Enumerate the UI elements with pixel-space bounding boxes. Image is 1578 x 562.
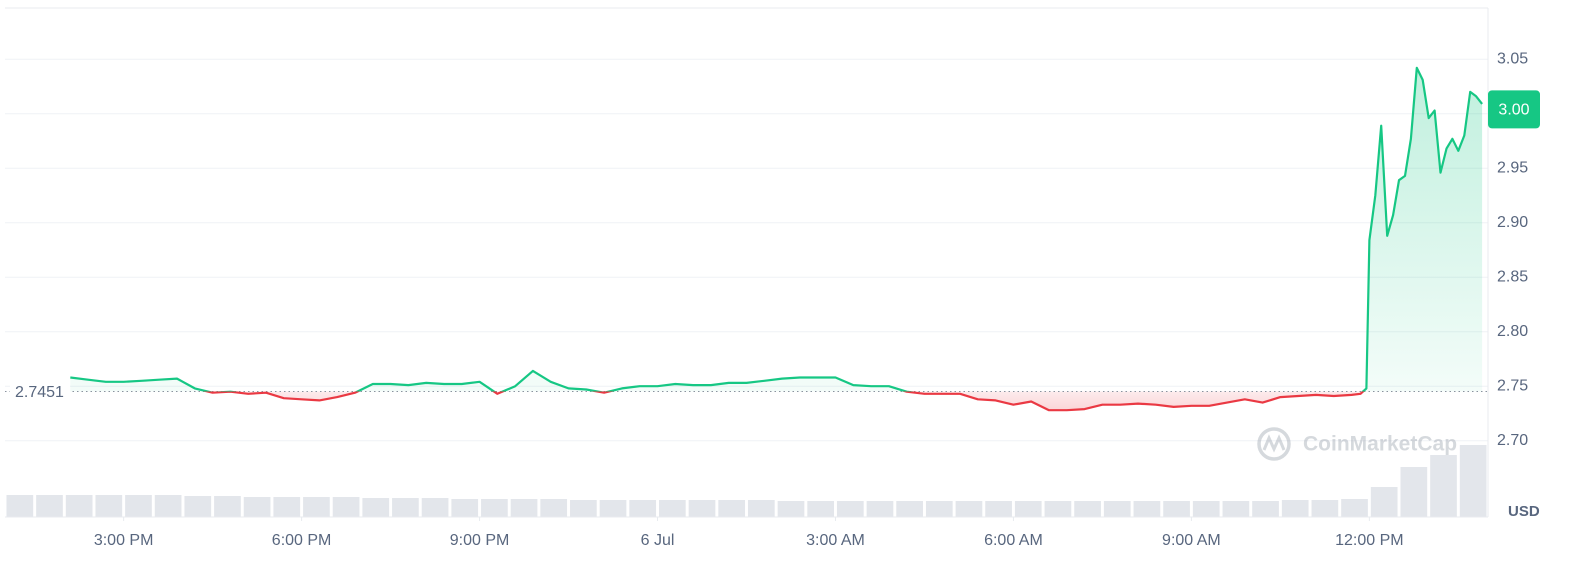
y-tick-label: 2.80 bbox=[1497, 323, 1528, 340]
volume-bar bbox=[985, 501, 1012, 517]
volume-bar bbox=[332, 497, 360, 517]
volume-bar bbox=[896, 501, 923, 517]
y-tick-label: 2.75 bbox=[1497, 377, 1528, 394]
volume-bar bbox=[95, 495, 123, 517]
volume-bar bbox=[1370, 487, 1398, 517]
volume-bar bbox=[1400, 467, 1428, 517]
last-price-label: 3.00 bbox=[1498, 102, 1529, 119]
baseline-label-bg bbox=[10, 380, 70, 403]
volume-bar bbox=[1459, 445, 1487, 517]
volume-bar bbox=[866, 501, 894, 517]
y-tick-label: 2.90 bbox=[1497, 214, 1528, 231]
y-tick-label: 3.05 bbox=[1497, 50, 1528, 67]
volume-bar bbox=[1103, 501, 1131, 517]
x-tick-label: 9:00 AM bbox=[1162, 532, 1221, 549]
volume-bar bbox=[510, 499, 538, 517]
volume-bars bbox=[6, 445, 1487, 517]
y-unit: USD bbox=[1508, 503, 1540, 520]
volume-bar bbox=[6, 495, 34, 517]
volume-bar bbox=[629, 500, 657, 517]
plot bbox=[5, 66, 1488, 412]
x-tick-label: 3:00 PM bbox=[94, 532, 154, 549]
y-tick-label: 2.70 bbox=[1497, 432, 1528, 449]
volume-bar bbox=[747, 500, 775, 517]
volume-bar bbox=[925, 501, 953, 517]
x-tick-label: 12:00 PM bbox=[1335, 532, 1403, 549]
last-price-tag bbox=[1488, 90, 1540, 129]
volume-bar bbox=[836, 501, 864, 517]
watermark-text: CoinMarketCap bbox=[1303, 433, 1457, 456]
volume-bar bbox=[362, 498, 390, 517]
x-tick-label: 6:00 PM bbox=[272, 532, 332, 549]
volume-bar bbox=[570, 500, 597, 517]
volume-bar bbox=[125, 495, 152, 517]
baseline-label: 2.7451 bbox=[15, 384, 64, 401]
volume-bar bbox=[1192, 501, 1220, 517]
volume-bar bbox=[1074, 501, 1101, 517]
volume-bar bbox=[273, 497, 301, 517]
volume-bar bbox=[599, 500, 627, 517]
price-area bbox=[70, 67, 1483, 411]
volume-bar bbox=[392, 498, 419, 517]
volume-bar bbox=[421, 498, 449, 517]
volume-bar bbox=[1044, 501, 1072, 517]
volume-bar bbox=[718, 500, 746, 517]
volume-bar bbox=[1222, 501, 1250, 517]
y-tick-label: 2.85 bbox=[1497, 268, 1528, 285]
volume-bar bbox=[955, 501, 983, 517]
volume-bar bbox=[1311, 500, 1339, 517]
volume-bar bbox=[451, 499, 479, 517]
volume-bar bbox=[807, 501, 834, 517]
volume-bar bbox=[481, 499, 508, 517]
volume-bar bbox=[1163, 501, 1190, 517]
volume-bar bbox=[1430, 455, 1457, 517]
volume-bar bbox=[36, 495, 63, 517]
watermark: CoinMarketCap bbox=[1257, 427, 1457, 461]
x-tick-label: 3:00 AM bbox=[806, 532, 865, 549]
volume-bar bbox=[184, 496, 212, 517]
volume-bar bbox=[214, 496, 241, 517]
volume-bar bbox=[540, 499, 568, 517]
x-tick-label: 6:00 AM bbox=[984, 532, 1043, 549]
watermark-logo bbox=[1257, 427, 1291, 461]
volume-bar bbox=[659, 500, 686, 517]
x-tick-label: 6 Jul bbox=[641, 532, 675, 549]
grid bbox=[5, 58, 1488, 442]
watermark-logo-mark bbox=[1262, 434, 1286, 453]
volume-bar bbox=[243, 497, 271, 517]
volume-bar bbox=[303, 497, 330, 517]
volume-bar bbox=[154, 495, 182, 517]
volume-bar bbox=[1281, 500, 1309, 517]
volume-bar bbox=[1341, 499, 1368, 517]
volume-bar bbox=[65, 495, 93, 517]
volume-bar bbox=[1252, 501, 1279, 517]
volume-bar bbox=[777, 501, 805, 517]
volume-bar bbox=[1014, 501, 1042, 517]
volume-bar bbox=[1133, 501, 1161, 517]
volume-bar bbox=[688, 500, 716, 517]
price-line bbox=[70, 66, 1483, 412]
y-tick-label: 2.95 bbox=[1497, 159, 1528, 176]
x-tick-label: 9:00 PM bbox=[450, 532, 510, 549]
